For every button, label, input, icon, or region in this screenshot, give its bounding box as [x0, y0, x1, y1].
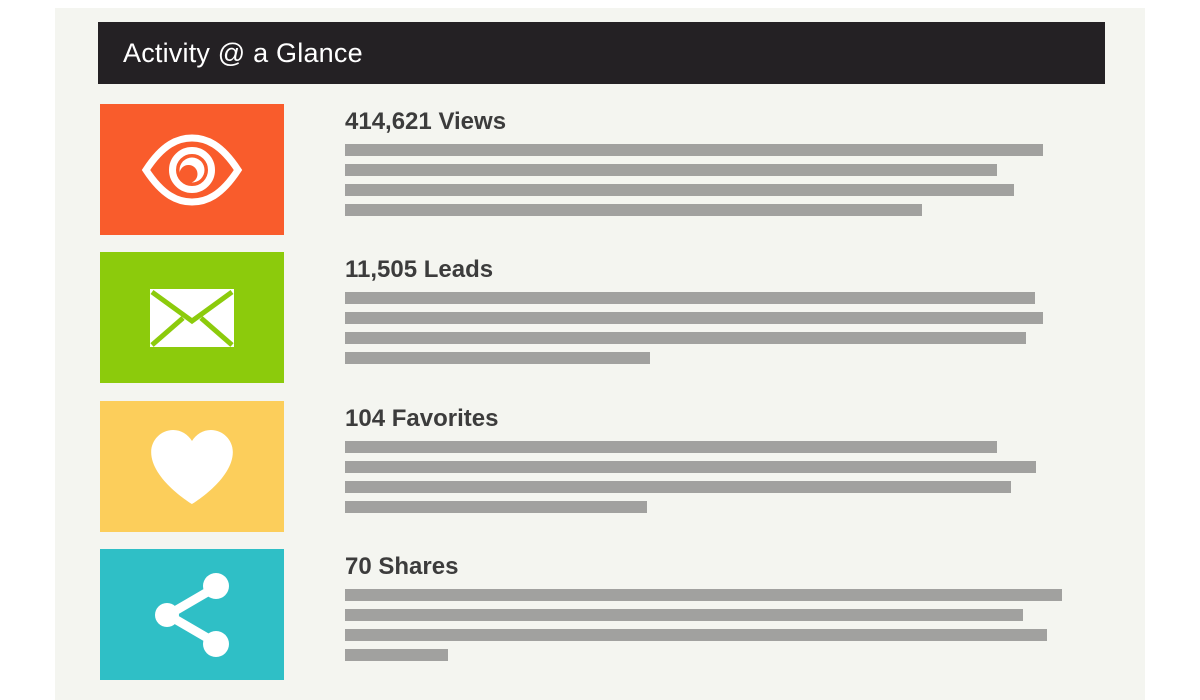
placeholder-bars [345, 441, 1036, 521]
stat-value: 70 [345, 553, 372, 580]
placeholder-bar [345, 501, 647, 513]
stat-row-views: 414,621 Views [100, 104, 1120, 235]
placeholder-bar [345, 292, 1035, 304]
stat-label: Views [438, 108, 507, 135]
stat-content-leads: 11,505 Leads [345, 252, 1065, 383]
placeholder-bars [345, 144, 1043, 224]
stat-value: 104 [345, 405, 386, 432]
stat-tile-views [100, 104, 284, 235]
stat-tile-favorites [100, 401, 284, 532]
stat-label: Shares [378, 553, 459, 580]
stat-row-shares: 70 Shares [100, 549, 1120, 680]
stat-label: Favorites [391, 405, 499, 432]
stat-value: 11,505 [345, 256, 418, 283]
panel-title: Activity @ a Glance [123, 37, 363, 68]
envelope-icon [150, 288, 234, 347]
placeholder-bar [345, 481, 1011, 493]
placeholder-bar [345, 649, 448, 661]
placeholder-bar [345, 352, 650, 364]
stat-row-leads: 11,505 Leads [100, 252, 1120, 383]
placeholder-bar [345, 609, 1023, 621]
placeholder-bar [345, 312, 1043, 324]
placeholder-bar [345, 629, 1047, 641]
stat-tile-shares [100, 549, 284, 680]
placeholder-bar [345, 589, 1062, 601]
placeholder-bar [345, 332, 1026, 344]
stat-heading-leads: 11,505 Leads [345, 256, 493, 284]
placeholder-bar [345, 441, 997, 453]
stat-tile-leads [100, 252, 284, 383]
placeholder-bar [345, 204, 922, 216]
stat-content-favorites: 104 Favorites [345, 401, 1065, 532]
stat-value: 414,621 [345, 108, 432, 135]
stat-heading-views: 414,621 Views [345, 108, 506, 136]
placeholder-bars [345, 292, 1043, 372]
stat-heading-favorites: 104 Favorites [345, 405, 498, 433]
eye-icon [139, 132, 245, 208]
heart-icon [151, 429, 233, 504]
placeholder-bars [345, 589, 1062, 669]
share-icon [154, 572, 230, 657]
activity-panel: Activity @ a Glance 414,621 Views [55, 8, 1145, 700]
placeholder-bar [345, 144, 1043, 156]
stat-heading-shares: 70 Shares [345, 553, 458, 581]
placeholder-bar [345, 184, 1014, 196]
panel-header: Activity @ a Glance [98, 22, 1105, 84]
stat-content-views: 414,621 Views [345, 104, 1065, 235]
stat-content-shares: 70 Shares [345, 549, 1065, 680]
stat-row-favorites: 104 Favorites [100, 401, 1120, 532]
placeholder-bar [345, 461, 1036, 473]
placeholder-bar [345, 164, 997, 176]
stat-label: Leads [423, 256, 494, 283]
